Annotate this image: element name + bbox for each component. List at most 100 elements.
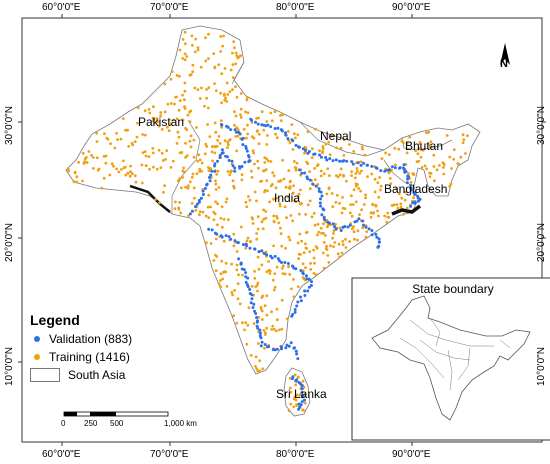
validation-point (334, 158, 338, 162)
training-point (212, 218, 216, 222)
training-point (214, 237, 218, 241)
training-point (244, 246, 248, 250)
training-point (244, 200, 248, 204)
training-point (120, 168, 123, 171)
training-point (464, 152, 467, 155)
training-point (191, 172, 195, 176)
training-point (205, 96, 209, 100)
training-point (95, 140, 99, 143)
training-point (348, 211, 352, 215)
training-point (200, 161, 204, 165)
training-point (399, 202, 403, 206)
training-point (349, 203, 353, 207)
validation-point (273, 127, 277, 130)
training-point (220, 125, 224, 129)
training-point (423, 164, 427, 168)
training-point (253, 270, 256, 273)
training-point (254, 364, 257, 368)
training-point (350, 194, 353, 198)
training-point (287, 186, 291, 190)
training-point (341, 240, 345, 243)
training-point (221, 277, 225, 281)
training-point (319, 169, 323, 173)
training-point (213, 65, 217, 69)
training-point (441, 161, 445, 165)
training-point (192, 155, 196, 159)
training-point (272, 197, 275, 201)
validation-point (294, 379, 298, 383)
training-point (262, 329, 266, 332)
training-point (412, 196, 416, 200)
training-point (293, 132, 296, 136)
training-point (279, 226, 282, 230)
validation-point (299, 299, 303, 303)
training-point (278, 179, 282, 183)
training-point (331, 236, 334, 240)
training-point (315, 164, 319, 168)
validation-point (300, 391, 304, 394)
validation-point (314, 184, 318, 188)
validation-point (238, 132, 242, 136)
training-point (427, 130, 431, 134)
validation-point (409, 188, 413, 192)
validation-point (303, 289, 307, 293)
training-point (233, 123, 236, 127)
training-point (288, 386, 292, 390)
training-point (332, 245, 335, 249)
validation-point (267, 345, 271, 349)
validation-point (320, 194, 324, 198)
training-point (197, 153, 201, 157)
coast-gujarat (129, 184, 171, 213)
validation-point (296, 357, 300, 361)
training-point (178, 48, 182, 52)
training-point (308, 199, 312, 203)
north-arrow-icon (500, 43, 510, 65)
training-point (226, 93, 230, 96)
training-point (449, 182, 453, 186)
validation-point (334, 227, 338, 231)
training-point (287, 235, 291, 239)
validation-point (213, 169, 217, 173)
training-point (174, 95, 178, 99)
training-point (178, 99, 182, 102)
training-point (163, 110, 167, 114)
training-point (373, 177, 377, 181)
validation-point (328, 221, 331, 225)
validation-point (307, 285, 311, 289)
training-point (185, 55, 189, 58)
training-point (281, 158, 284, 162)
scale-label-500: 500 (110, 419, 124, 428)
training-point (428, 144, 432, 148)
training-point (380, 157, 384, 161)
training-point (263, 190, 266, 194)
training-point (265, 179, 269, 183)
training-point (245, 205, 249, 209)
validation-point (215, 232, 219, 236)
training-point (324, 247, 328, 250)
training-point (230, 262, 234, 266)
training-point (239, 107, 243, 111)
training-point (294, 200, 298, 204)
validation-point (374, 232, 378, 236)
validation-point (240, 165, 244, 168)
validation-point (403, 170, 407, 174)
training-point (251, 222, 255, 225)
validation-point (294, 143, 298, 147)
validation-point (220, 123, 224, 127)
validation-point (319, 204, 323, 208)
training-point (304, 266, 307, 269)
training-point (131, 172, 134, 176)
training-point (249, 240, 252, 244)
training-point (314, 127, 317, 131)
lat-label-30-right: 30°0'0"N (536, 106, 547, 145)
training-point (214, 131, 218, 134)
training-point (193, 196, 196, 200)
training-point (374, 203, 378, 207)
training-point (235, 95, 239, 99)
training-point (192, 186, 196, 190)
training-point (385, 220, 389, 224)
training-point (230, 291, 234, 294)
training-point (143, 109, 147, 113)
training-point (272, 214, 276, 218)
validation-point (254, 120, 257, 124)
